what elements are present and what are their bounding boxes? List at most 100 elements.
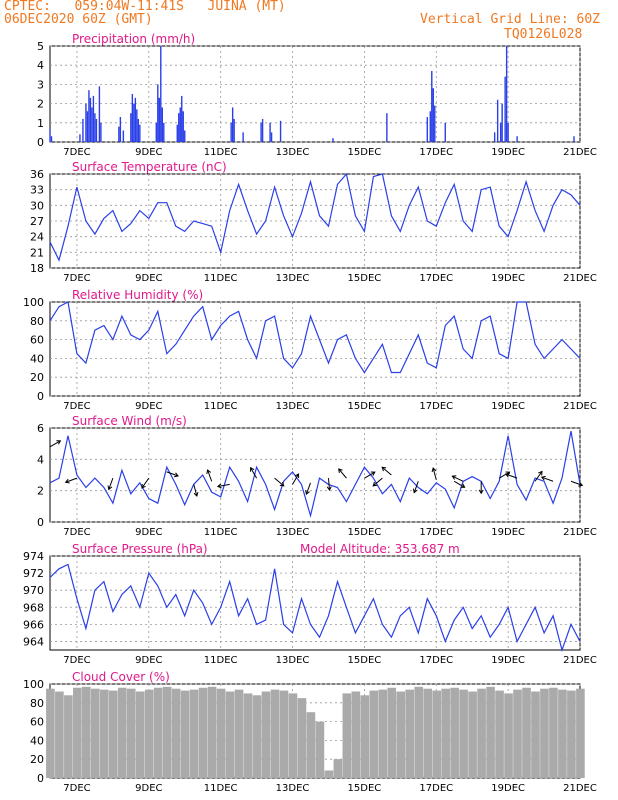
- header-grid-note: Vertical Grid Line: 60Z: [420, 12, 601, 27]
- precip-bar: [260, 122, 262, 142]
- precip-bar: [499, 122, 502, 142]
- x-tick-label: 19DEC: [491, 273, 525, 284]
- precip-bar: [86, 111, 89, 142]
- x-tick-label: 13DEC: [276, 401, 310, 412]
- precip-bar: [137, 118, 140, 142]
- wind-vector: [364, 471, 376, 479]
- x-tick-label: 17DEC: [419, 783, 453, 794]
- wind-vector: [432, 467, 437, 480]
- wind-vector: [292, 473, 299, 485]
- wind-vector: [274, 477, 285, 487]
- precip-bar: [119, 117, 122, 142]
- precip-bar: [160, 46, 162, 142]
- x-tick-label: 9DEC: [135, 783, 162, 794]
- cloud-bar: [576, 688, 585, 778]
- panel-title: Surface Pressure (hPa): [72, 542, 208, 556]
- cloud-bar: [549, 687, 558, 778]
- cloud-bar: [360, 695, 370, 778]
- precip-bar: [279, 120, 282, 142]
- series-line: [49, 563, 581, 653]
- y-tick-label: 0: [37, 772, 44, 785]
- wind-arrowhead: [279, 481, 285, 487]
- panel-title: Relative Humidity (%): [72, 288, 203, 302]
- cloud-bar: [522, 687, 531, 778]
- precip-bar: [157, 84, 159, 142]
- wind-vector: [541, 476, 554, 482]
- precip-bar: [429, 111, 431, 142]
- wind-vector: [207, 469, 213, 482]
- wind-arrowhead: [578, 481, 584, 487]
- precip-bar: [504, 76, 506, 142]
- cloud-bar: [252, 695, 262, 778]
- header-datetime: 06DEC2020 60Z (GMT): [4, 12, 153, 27]
- precip-bar: [432, 88, 434, 142]
- precip-bar: [231, 107, 234, 142]
- y-tick-label: 4: [37, 59, 44, 72]
- y-tick-label: 40: [30, 352, 44, 365]
- cloud-bar: [261, 691, 271, 778]
- precip-bar: [501, 103, 503, 142]
- cloud-bar: [171, 688, 181, 778]
- x-tick-label: 13DEC: [276, 147, 310, 158]
- panel-subtitle: Model Altitude: 353.687 m: [300, 542, 460, 556]
- cloud-bar: [378, 689, 388, 778]
- precip-bar: [92, 95, 95, 142]
- y-tick-label: 3: [37, 78, 44, 91]
- precip-bar: [332, 138, 334, 142]
- wind-vector: [505, 473, 518, 479]
- x-tick-label: 9DEC: [135, 655, 162, 666]
- x-tick-label: 11DEC: [204, 147, 238, 158]
- precip-bar: [242, 132, 244, 142]
- cloud-bar: [531, 691, 540, 778]
- wind-vector: [327, 478, 331, 491]
- y-tick-label: 5: [37, 40, 44, 53]
- precip-bar: [98, 86, 101, 142]
- cloud-bar: [558, 689, 567, 778]
- cloud-bar: [351, 691, 361, 778]
- cloud-bar: [504, 693, 513, 778]
- x-tick-label: 15DEC: [348, 401, 382, 412]
- precip-bar: [426, 117, 428, 142]
- x-tick-label: 11DEC: [204, 655, 238, 666]
- cloud-bar: [99, 689, 109, 778]
- wind-vector: [305, 482, 311, 495]
- y-tick-label: 0: [37, 390, 44, 403]
- wind-vector: [498, 471, 510, 479]
- cloud-bar: [450, 687, 459, 778]
- cloud-bar: [396, 691, 406, 778]
- y-tick-label: 966: [23, 618, 44, 631]
- x-tick-label: 9DEC: [135, 273, 162, 284]
- precip-bar: [176, 124, 178, 142]
- x-tick-label: 15DEC: [348, 147, 382, 158]
- cloud-bar: [90, 688, 100, 778]
- cloud-bar: [153, 687, 163, 778]
- x-tick-label: 13DEC: [276, 655, 310, 666]
- cloud-bar: [459, 689, 468, 778]
- x-tick-label: 21DEC: [563, 655, 597, 666]
- x-tick-label: 21DEC: [563, 783, 597, 794]
- wind-vector: [338, 468, 347, 479]
- precip-bar: [270, 132, 273, 142]
- cloud-bar: [324, 770, 334, 778]
- precip-bar: [91, 107, 93, 142]
- cloud-bar: [414, 686, 424, 778]
- precip-bar: [161, 107, 163, 142]
- x-tick-label: 21DEC: [563, 401, 597, 412]
- x-tick-label: 19DEC: [491, 655, 525, 666]
- cloud-bar: [55, 691, 64, 778]
- x-tick-label: 15DEC: [348, 655, 382, 666]
- wind-arrowhead: [305, 490, 310, 496]
- precip-bar: [184, 130, 186, 142]
- precip-bar: [130, 113, 132, 142]
- cloud-bar: [234, 689, 244, 778]
- wind-arrowhead: [478, 489, 484, 495]
- precip-bar: [133, 103, 135, 142]
- x-tick-label: 19DEC: [491, 147, 525, 158]
- x-tick-label: 7DEC: [63, 147, 90, 158]
- x-tick-label: 11DEC: [204, 273, 238, 284]
- cloud-bar: [135, 691, 145, 778]
- header-code: TQ0126L028: [504, 27, 583, 42]
- cloud-bar: [73, 687, 82, 778]
- x-tick-label: 15DEC: [348, 527, 382, 538]
- y-tick-label: 6: [37, 422, 44, 435]
